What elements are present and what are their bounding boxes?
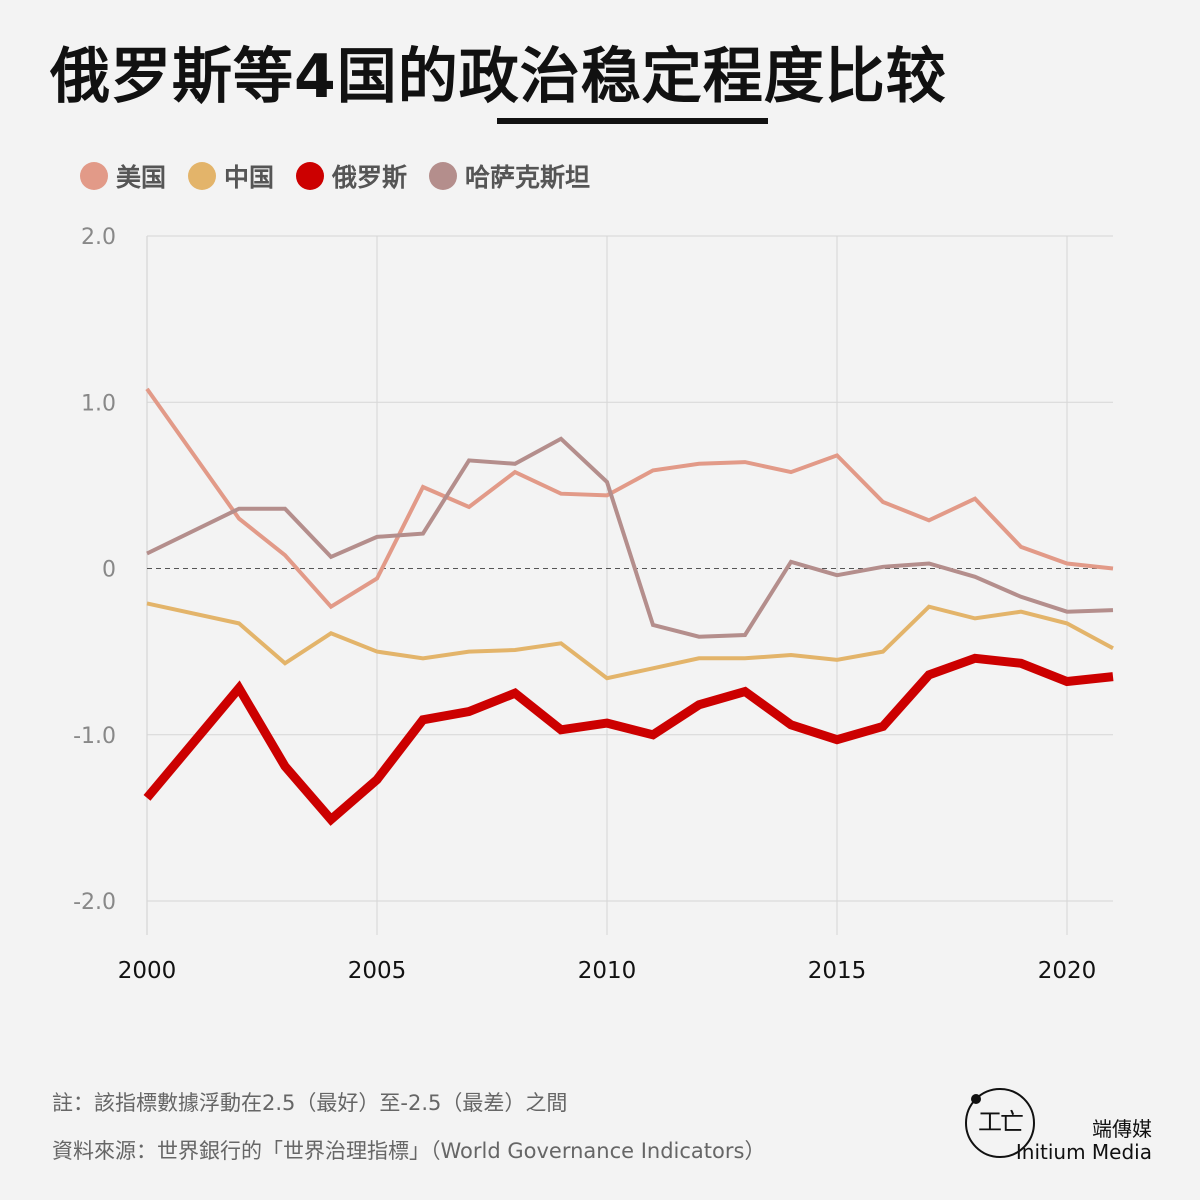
title-underline bbox=[497, 118, 768, 124]
legend-label-russia: 俄罗斯 bbox=[332, 163, 408, 192]
series-line-1 bbox=[146, 601, 1114, 681]
logo-glyph-icon: 工亡 bbox=[978, 1108, 1024, 1136]
y-tick-label-3: -1.0 bbox=[73, 724, 116, 749]
x-tick-label-2020: 2020 bbox=[1038, 958, 1097, 984]
legend-item-kazakhstan: 哈萨克斯坦 bbox=[429, 158, 590, 194]
line-chart: 2.0 1.0 0 -1.0 -2.0 2000 2005 2010 2015 2020 bbox=[73, 225, 1114, 984]
y-tick-label-0: 2.0 bbox=[81, 225, 116, 250]
y-tick-label-2: 0 bbox=[102, 558, 116, 583]
footnote-range: 註：該指標數據浮動在2.5（最好）至-2.5（最差）之間 bbox=[52, 1091, 568, 1115]
y-tick-label-4: -2.0 bbox=[73, 890, 116, 915]
legend-swatch-usa bbox=[80, 162, 108, 190]
legend-label-kazakhstan: 哈萨克斯坦 bbox=[465, 163, 591, 192]
legend-item-usa: 美国 bbox=[80, 158, 166, 194]
series-line-2 bbox=[143, 653, 1114, 826]
legend: 美国 中国 俄罗斯 哈萨克斯坦 bbox=[80, 158, 590, 194]
chart-title: 俄罗斯等4国的政治稳定程度比较 bbox=[50, 42, 947, 112]
x-tick-label-2010: 2010 bbox=[578, 958, 637, 984]
brand-name-cn: 端傳媒 bbox=[1092, 1117, 1152, 1141]
legend-swatch-kazakhstan bbox=[429, 162, 458, 190]
legend-swatch-russia bbox=[296, 162, 325, 190]
series-line-0 bbox=[145, 387, 1114, 610]
legend-label-usa: 美国 bbox=[116, 163, 167, 192]
legend-swatch-china bbox=[188, 162, 217, 190]
brand-name-en: Initium Media bbox=[1015, 1140, 1152, 1164]
legend-item-russia: 俄罗斯 bbox=[296, 158, 407, 194]
x-tick-label-2005: 2005 bbox=[348, 958, 407, 984]
y-tick-label-1: 1.0 bbox=[81, 391, 116, 416]
logo-dot-icon bbox=[971, 1094, 981, 1104]
x-tick-label-2000: 2000 bbox=[118, 958, 177, 984]
initium-logo bbox=[965, 1088, 1035, 1158]
x-tick-label-2015: 2015 bbox=[808, 958, 867, 984]
footnote-source: 資料來源：世界銀行的「世界治理指標」（World Governance Indi… bbox=[52, 1139, 766, 1163]
legend-label-china: 中国 bbox=[224, 163, 275, 192]
legend-item-china: 中国 bbox=[188, 158, 274, 194]
series-line-3 bbox=[146, 436, 1114, 639]
